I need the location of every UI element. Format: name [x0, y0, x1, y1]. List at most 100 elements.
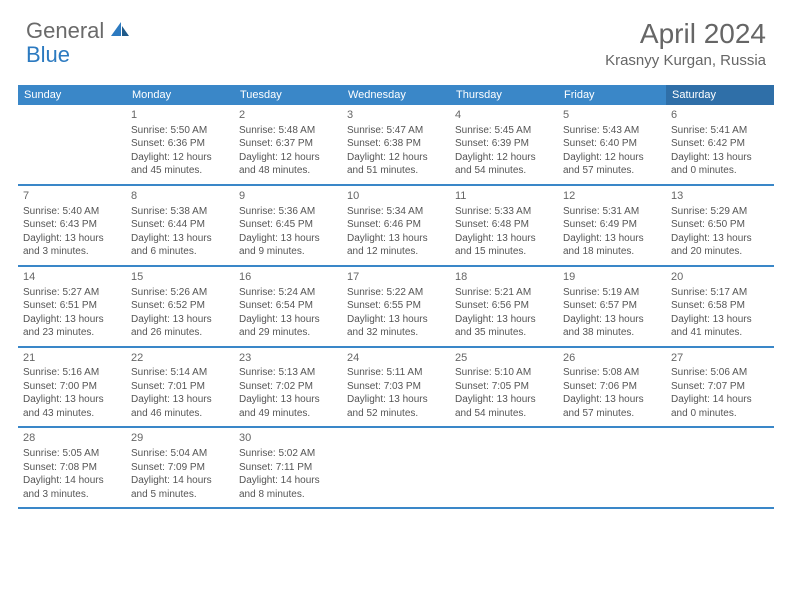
day-number: 10 [347, 189, 445, 204]
sunrise-text: Sunrise: 5:33 AM [455, 205, 553, 219]
day-cell: 12Sunrise: 5:31 AMSunset: 6:49 PMDayligh… [558, 186, 666, 265]
sunset-text: Sunset: 6:46 PM [347, 218, 445, 232]
day-cell: 22Sunrise: 5:14 AMSunset: 7:01 PMDayligh… [126, 348, 234, 427]
day-cell [450, 428, 558, 507]
weekday-friday: Friday [558, 85, 666, 105]
month-title: April 2024 [605, 18, 766, 50]
day-number: 27 [671, 351, 769, 366]
sunrise-text: Sunrise: 5:19 AM [563, 286, 661, 300]
week-row: 1Sunrise: 5:50 AMSunset: 6:36 PMDaylight… [18, 105, 774, 186]
daylight-text: Daylight: 13 hours and 49 minutes. [239, 393, 337, 420]
daylight-text: Daylight: 13 hours and 9 minutes. [239, 232, 337, 259]
sunset-text: Sunset: 6:55 PM [347, 299, 445, 313]
sunset-text: Sunset: 6:39 PM [455, 137, 553, 151]
daylight-text: Daylight: 13 hours and 54 minutes. [455, 393, 553, 420]
daylight-text: Daylight: 12 hours and 51 minutes. [347, 151, 445, 178]
day-cell: 23Sunrise: 5:13 AMSunset: 7:02 PMDayligh… [234, 348, 342, 427]
logo-text-blue: Blue [26, 42, 70, 67]
sunset-text: Sunset: 7:02 PM [239, 380, 337, 394]
sunset-text: Sunset: 6:57 PM [563, 299, 661, 313]
day-cell: 18Sunrise: 5:21 AMSunset: 6:56 PMDayligh… [450, 267, 558, 346]
day-cell [666, 428, 774, 507]
sunrise-text: Sunrise: 5:31 AM [563, 205, 661, 219]
sunset-text: Sunset: 6:58 PM [671, 299, 769, 313]
sunrise-text: Sunrise: 5:50 AM [131, 124, 229, 138]
day-cell: 7Sunrise: 5:40 AMSunset: 6:43 PMDaylight… [18, 186, 126, 265]
day-cell: 26Sunrise: 5:08 AMSunset: 7:06 PMDayligh… [558, 348, 666, 427]
day-cell: 17Sunrise: 5:22 AMSunset: 6:55 PMDayligh… [342, 267, 450, 346]
day-cell: 10Sunrise: 5:34 AMSunset: 6:46 PMDayligh… [342, 186, 450, 265]
sunrise-text: Sunrise: 5:02 AM [239, 447, 337, 461]
day-number: 28 [23, 431, 121, 446]
week-row: 28Sunrise: 5:05 AMSunset: 7:08 PMDayligh… [18, 428, 774, 509]
day-cell: 3Sunrise: 5:47 AMSunset: 6:38 PMDaylight… [342, 105, 450, 184]
day-cell: 20Sunrise: 5:17 AMSunset: 6:58 PMDayligh… [666, 267, 774, 346]
daylight-text: Daylight: 13 hours and 57 minutes. [563, 393, 661, 420]
sunrise-text: Sunrise: 5:45 AM [455, 124, 553, 138]
daylight-text: Daylight: 13 hours and 29 minutes. [239, 313, 337, 340]
sunset-text: Sunset: 6:48 PM [455, 218, 553, 232]
location: Krasnyy Kurgan, Russia [605, 52, 766, 69]
daylight-text: Daylight: 13 hours and 18 minutes. [563, 232, 661, 259]
daylight-text: Daylight: 14 hours and 0 minutes. [671, 393, 769, 420]
logo: General [26, 18, 133, 44]
sunrise-text: Sunrise: 5:34 AM [347, 205, 445, 219]
daylight-text: Daylight: 12 hours and 48 minutes. [239, 151, 337, 178]
day-number: 18 [455, 270, 553, 285]
sunrise-text: Sunrise: 5:24 AM [239, 286, 337, 300]
sunrise-text: Sunrise: 5:21 AM [455, 286, 553, 300]
sunset-text: Sunset: 7:07 PM [671, 380, 769, 394]
day-cell: 28Sunrise: 5:05 AMSunset: 7:08 PMDayligh… [18, 428, 126, 507]
day-number: 4 [455, 108, 553, 123]
day-cell [558, 428, 666, 507]
sunset-text: Sunset: 7:11 PM [239, 461, 337, 475]
day-number: 12 [563, 189, 661, 204]
sunrise-text: Sunrise: 5:04 AM [131, 447, 229, 461]
day-cell: 9Sunrise: 5:36 AMSunset: 6:45 PMDaylight… [234, 186, 342, 265]
day-number: 17 [347, 270, 445, 285]
day-cell: 19Sunrise: 5:19 AMSunset: 6:57 PMDayligh… [558, 267, 666, 346]
day-number: 13 [671, 189, 769, 204]
day-number: 7 [23, 189, 121, 204]
sunrise-text: Sunrise: 5:10 AM [455, 366, 553, 380]
daylight-text: Daylight: 13 hours and 3 minutes. [23, 232, 121, 259]
day-cell: 24Sunrise: 5:11 AMSunset: 7:03 PMDayligh… [342, 348, 450, 427]
daylight-text: Daylight: 13 hours and 41 minutes. [671, 313, 769, 340]
day-number: 30 [239, 431, 337, 446]
sunrise-text: Sunrise: 5:17 AM [671, 286, 769, 300]
day-number: 25 [455, 351, 553, 366]
day-number: 24 [347, 351, 445, 366]
sunrise-text: Sunrise: 5:26 AM [131, 286, 229, 300]
day-number: 6 [671, 108, 769, 123]
day-cell: 11Sunrise: 5:33 AMSunset: 6:48 PMDayligh… [450, 186, 558, 265]
sunrise-text: Sunrise: 5:14 AM [131, 366, 229, 380]
sunset-text: Sunset: 7:03 PM [347, 380, 445, 394]
weekday-saturday: Saturday [666, 85, 774, 105]
daylight-text: Daylight: 13 hours and 26 minutes. [131, 313, 229, 340]
day-cell [342, 428, 450, 507]
sunrise-text: Sunrise: 5:06 AM [671, 366, 769, 380]
sunrise-text: Sunrise: 5:08 AM [563, 366, 661, 380]
day-cell: 27Sunrise: 5:06 AMSunset: 7:07 PMDayligh… [666, 348, 774, 427]
weekday-thursday: Thursday [450, 85, 558, 105]
sunset-text: Sunset: 6:54 PM [239, 299, 337, 313]
day-cell: 4Sunrise: 5:45 AMSunset: 6:39 PMDaylight… [450, 105, 558, 184]
daylight-text: Daylight: 14 hours and 3 minutes. [23, 474, 121, 501]
daylight-text: Daylight: 13 hours and 46 minutes. [131, 393, 229, 420]
sunset-text: Sunset: 7:08 PM [23, 461, 121, 475]
sunrise-text: Sunrise: 5:22 AM [347, 286, 445, 300]
day-cell: 25Sunrise: 5:10 AMSunset: 7:05 PMDayligh… [450, 348, 558, 427]
daylight-text: Daylight: 12 hours and 45 minutes. [131, 151, 229, 178]
day-cell: 16Sunrise: 5:24 AMSunset: 6:54 PMDayligh… [234, 267, 342, 346]
week-row: 7Sunrise: 5:40 AMSunset: 6:43 PMDaylight… [18, 186, 774, 267]
daylight-text: Daylight: 13 hours and 15 minutes. [455, 232, 553, 259]
day-number: 20 [671, 270, 769, 285]
sunset-text: Sunset: 6:36 PM [131, 137, 229, 151]
sunset-text: Sunset: 6:40 PM [563, 137, 661, 151]
day-number: 21 [23, 351, 121, 366]
daylight-text: Daylight: 14 hours and 8 minutes. [239, 474, 337, 501]
sunrise-text: Sunrise: 5:27 AM [23, 286, 121, 300]
sunrise-text: Sunrise: 5:41 AM [671, 124, 769, 138]
daylight-text: Daylight: 13 hours and 0 minutes. [671, 151, 769, 178]
sunrise-text: Sunrise: 5:48 AM [239, 124, 337, 138]
